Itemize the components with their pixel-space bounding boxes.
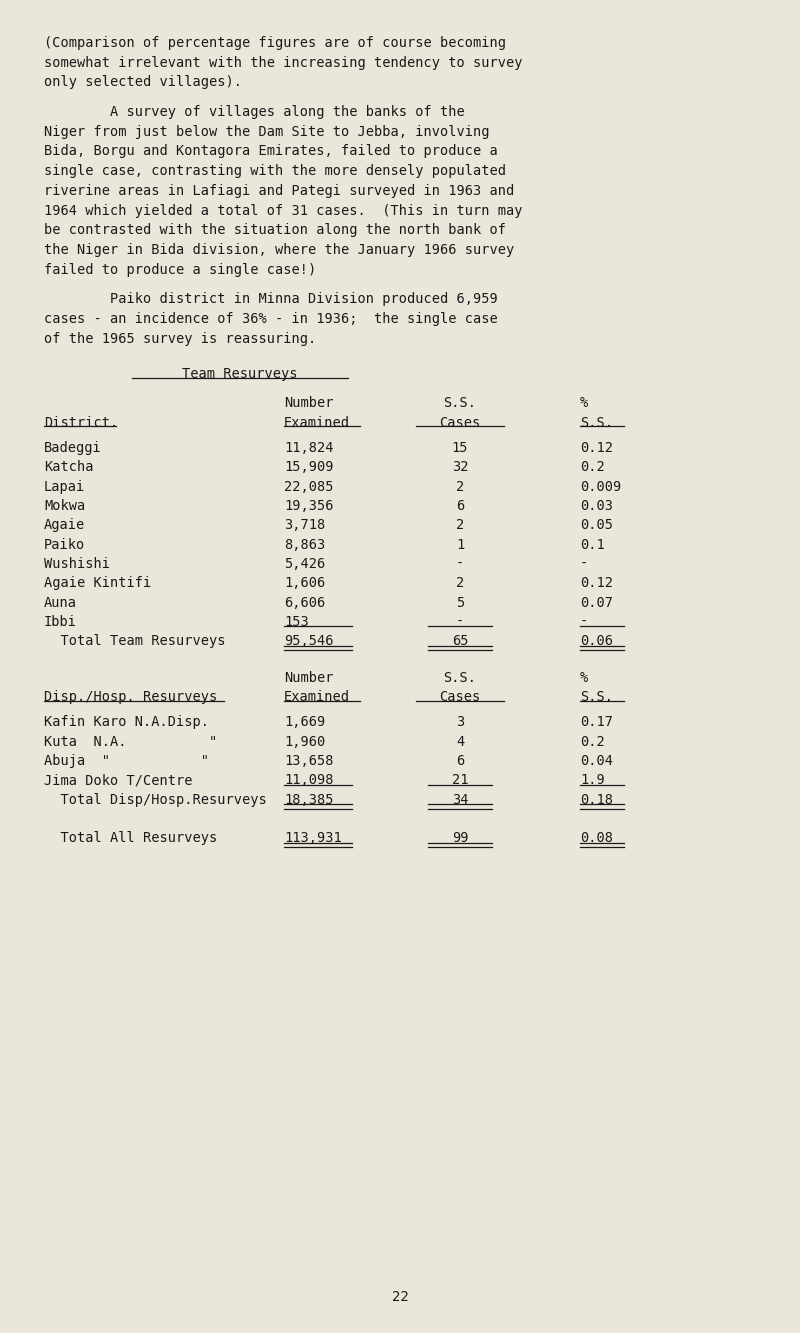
Text: 0.2: 0.2 [580, 460, 605, 475]
Text: Katcha: Katcha [44, 460, 94, 475]
Text: only selected villages).: only selected villages). [44, 76, 242, 89]
Text: 95,546: 95,546 [284, 635, 334, 648]
Text: Total All Resurveys: Total All Resurveys [44, 832, 218, 845]
Text: the Niger in Bida division, where the January 1966 survey: the Niger in Bida division, where the Ja… [44, 243, 514, 257]
Text: Paiko district in Minna Division produced 6,959: Paiko district in Minna Division produce… [44, 292, 498, 307]
Text: 6,606: 6,606 [284, 596, 326, 609]
Text: Cases: Cases [439, 690, 481, 704]
Text: of the 1965 survey is reassuring.: of the 1965 survey is reassuring. [44, 332, 316, 347]
Text: 6: 6 [456, 754, 464, 768]
Text: 4: 4 [456, 734, 464, 749]
Text: 0.12: 0.12 [580, 441, 613, 455]
Text: 0.2: 0.2 [580, 734, 605, 749]
Text: 0.03: 0.03 [580, 499, 613, 513]
Text: 2: 2 [456, 480, 464, 493]
Text: Badeggi: Badeggi [44, 441, 102, 455]
Text: Total Disp/Hosp.Resurveys: Total Disp/Hosp.Resurveys [44, 793, 266, 806]
Text: 6: 6 [456, 499, 464, 513]
Text: Ibbi: Ibbi [44, 615, 77, 629]
Text: be contrasted with the situation along the north bank of: be contrasted with the situation along t… [44, 224, 506, 237]
Text: 0.18: 0.18 [580, 793, 613, 806]
Text: 0.07: 0.07 [580, 596, 613, 609]
Text: Agaie Kintifi: Agaie Kintifi [44, 576, 151, 591]
Text: -: - [456, 557, 464, 571]
Text: 8,863: 8,863 [284, 537, 326, 552]
Text: 113,931: 113,931 [284, 832, 342, 845]
Text: 0.08: 0.08 [580, 832, 613, 845]
Text: 0.17: 0.17 [580, 716, 613, 729]
Text: (Comparison of percentage figures are of course becoming: (Comparison of percentage figures are of… [44, 36, 506, 51]
Text: Paiko: Paiko [44, 537, 86, 552]
Text: 15,909: 15,909 [284, 460, 334, 475]
Text: Wushishi: Wushishi [44, 557, 110, 571]
Text: 1964 which yielded a total of 31 cases.  (This in turn may: 1964 which yielded a total of 31 cases. … [44, 204, 522, 217]
Text: District.: District. [44, 416, 118, 429]
Text: Kuta  N.A.          ": Kuta N.A. " [44, 734, 218, 749]
Text: Total Team Resurveys: Total Team Resurveys [44, 635, 226, 648]
Text: S.S.: S.S. [580, 416, 613, 429]
Text: S.S.: S.S. [443, 670, 477, 685]
Text: 22: 22 [392, 1289, 408, 1304]
Text: Number: Number [284, 396, 334, 411]
Text: failed to produce a single case!): failed to produce a single case!) [44, 263, 316, 277]
Text: 3: 3 [456, 716, 464, 729]
Text: Team Resurveys: Team Resurveys [182, 368, 298, 381]
Text: Cases: Cases [439, 416, 481, 429]
Text: 1.9: 1.9 [580, 773, 605, 788]
Text: 1: 1 [456, 537, 464, 552]
Text: 18,385: 18,385 [284, 793, 334, 806]
Text: riverine areas in Lafiagi and Pategi surveyed in 1963 and: riverine areas in Lafiagi and Pategi sur… [44, 184, 514, 199]
Text: S.S.: S.S. [443, 396, 477, 411]
Text: A survey of villages along the banks of the: A survey of villages along the banks of … [44, 105, 465, 119]
Text: %: % [580, 670, 588, 685]
Text: 21: 21 [452, 773, 468, 788]
Text: Abuja  "           ": Abuja " " [44, 754, 209, 768]
Text: Number: Number [284, 670, 334, 685]
Text: Lapai: Lapai [44, 480, 86, 493]
Text: %: % [580, 396, 588, 411]
Text: 11,098: 11,098 [284, 773, 334, 788]
Text: 32: 32 [452, 460, 468, 475]
Text: 2: 2 [456, 519, 464, 532]
Text: -: - [456, 615, 464, 629]
Text: Kafin Karo N.A.Disp.: Kafin Karo N.A.Disp. [44, 716, 209, 729]
Text: 1,669: 1,669 [284, 716, 326, 729]
Text: 22,085: 22,085 [284, 480, 334, 493]
Text: Niger from just below the Dam Site to Jebba, involving: Niger from just below the Dam Site to Je… [44, 125, 490, 139]
Text: single case, contrasting with the more densely populated: single case, contrasting with the more d… [44, 164, 506, 179]
Text: -: - [580, 557, 588, 571]
Text: 0.009: 0.009 [580, 480, 622, 493]
Text: somewhat irrelevant with the increasing tendency to survey: somewhat irrelevant with the increasing … [44, 56, 522, 69]
Text: S.S.: S.S. [580, 690, 613, 704]
Text: 1,960: 1,960 [284, 734, 326, 749]
Text: 0.05: 0.05 [580, 519, 613, 532]
Text: 15: 15 [452, 441, 468, 455]
Text: Bida, Borgu and Kontagora Emirates, failed to produce a: Bida, Borgu and Kontagora Emirates, fail… [44, 144, 498, 159]
Text: 19,356: 19,356 [284, 499, 334, 513]
Text: 34: 34 [452, 793, 468, 806]
Text: Mokwa: Mokwa [44, 499, 86, 513]
Text: 3,718: 3,718 [284, 519, 326, 532]
Text: 0.12: 0.12 [580, 576, 613, 591]
Text: Disp./Hosp. Resurveys: Disp./Hosp. Resurveys [44, 690, 218, 704]
Text: 5,426: 5,426 [284, 557, 326, 571]
Text: Examined: Examined [284, 690, 350, 704]
Text: Jima Doko T/Centre: Jima Doko T/Centre [44, 773, 193, 788]
Text: 11,824: 11,824 [284, 441, 334, 455]
Text: 5: 5 [456, 596, 464, 609]
Text: Examined: Examined [284, 416, 350, 429]
Text: 99: 99 [452, 832, 468, 845]
Text: Agaie: Agaie [44, 519, 86, 532]
Text: 1,606: 1,606 [284, 576, 326, 591]
Text: 2: 2 [456, 576, 464, 591]
Text: cases - an incidence of 36% - in 1936;  the single case: cases - an incidence of 36% - in 1936; t… [44, 312, 498, 327]
Text: 13,658: 13,658 [284, 754, 334, 768]
Text: 65: 65 [452, 635, 468, 648]
Text: 0.04: 0.04 [580, 754, 613, 768]
Text: 153: 153 [284, 615, 309, 629]
Text: -: - [580, 615, 588, 629]
Text: 0.1: 0.1 [580, 537, 605, 552]
Text: Auna: Auna [44, 596, 77, 609]
Text: 0.06: 0.06 [580, 635, 613, 648]
